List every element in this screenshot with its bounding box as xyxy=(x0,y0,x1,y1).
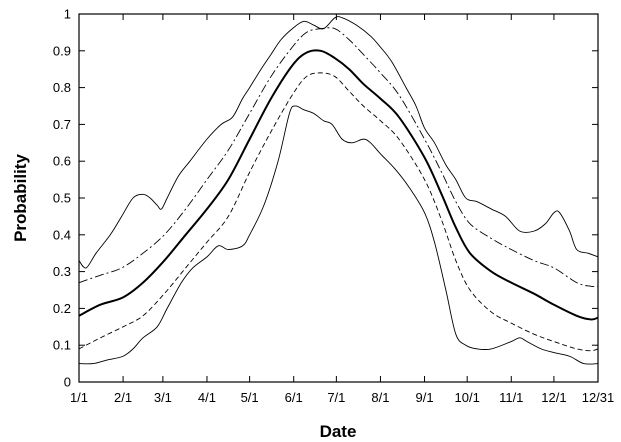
x-tick-label: 2/1 xyxy=(114,390,132,405)
y-tick-label: 0.3 xyxy=(53,264,71,279)
y-tick-label: 0.4 xyxy=(53,227,71,242)
median-line xyxy=(78,49,599,321)
x-tick-label: 3/1 xyxy=(154,390,172,405)
x-tick-label: 12/1 xyxy=(541,390,566,405)
y-tick-label: 0.1 xyxy=(53,338,71,353)
x-tick-label: 6/1 xyxy=(285,390,303,405)
y-tick-label: 0.6 xyxy=(53,154,71,169)
x-tick-label: 11/1 xyxy=(499,390,523,405)
upper-quantile-line xyxy=(78,27,599,288)
y-tick-label: 0.5 xyxy=(53,191,71,206)
x-tick-label: 4/1 xyxy=(198,390,216,405)
x-tick-label: 10/1 xyxy=(455,390,480,405)
x-tick-label: 8/1 xyxy=(371,390,389,405)
y-axis-title: Probability xyxy=(11,154,30,242)
x-tick-label: 9/1 xyxy=(415,390,433,405)
lower-quantile-line xyxy=(78,72,599,352)
y-tick-label: 0.2 xyxy=(53,301,71,316)
x-axis-title: Date xyxy=(320,422,357,441)
lower-bound-line xyxy=(78,105,599,365)
x-tick-label: 7/1 xyxy=(327,390,345,405)
y-tick-label: 0.9 xyxy=(53,43,71,58)
y-tick-label: 0 xyxy=(64,375,71,390)
x-axis: 1/1 2/1 3/1 4/1 5/1 6/1 7/1 8/1 9/1 10/1 11/1 12/1 1… xyxy=(70,14,614,405)
plot-lines xyxy=(78,16,599,365)
y-tick-label: 1 xyxy=(64,7,71,22)
y-tick-label: 0.7 xyxy=(53,117,71,132)
y-tick-label: 0.8 xyxy=(53,80,71,95)
x-tick-label: 5/1 xyxy=(241,390,259,405)
upper-bound-line xyxy=(78,16,599,269)
x-tick-label: 1/1 xyxy=(70,390,88,405)
x-tick-label: 12/31 xyxy=(582,390,615,405)
y-axis: 0 0.1 0.2 0.3 0.4 0.5 0.6 0.7 0.8 0.9 1 xyxy=(53,7,598,390)
